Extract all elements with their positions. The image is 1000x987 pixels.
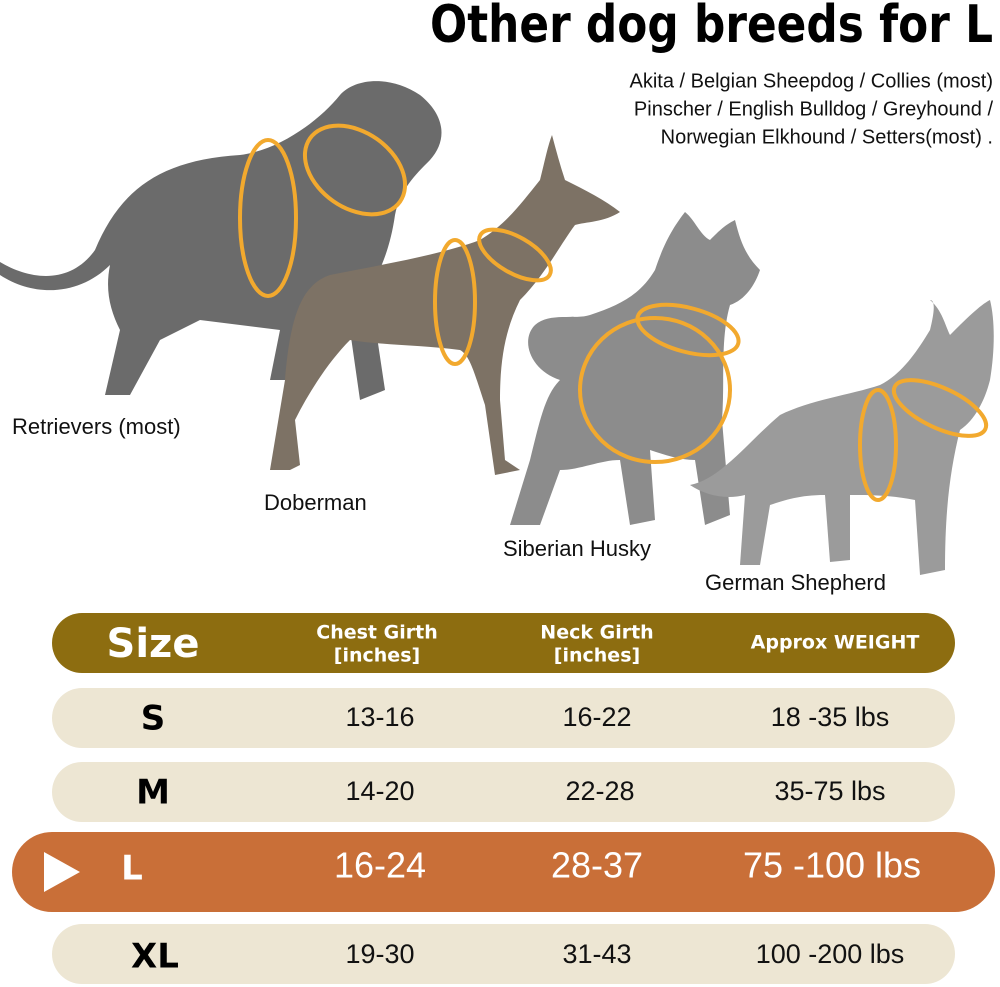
breed-line: Akita / Belgian Sheepdog / Collies (most… (629, 70, 993, 92)
header-cell: [inches] (554, 645, 640, 667)
title: Other dog breeds for L (430, 0, 993, 55)
size-cell: S (141, 699, 166, 739)
dog-label: Doberman (264, 490, 367, 515)
size-cell: XL (131, 937, 179, 977)
cell: 18 -35 lbs (771, 702, 890, 732)
cell: 75 -100 lbs (743, 845, 921, 886)
header-cell: Neck Girth (540, 622, 653, 644)
cell: 16-22 (562, 702, 631, 732)
pointer-triangle (44, 852, 80, 892)
cell: 100 -200 lbs (756, 939, 905, 969)
cell: 31-43 (562, 939, 631, 969)
chest-ring (238, 138, 298, 298)
size-cell: M (136, 773, 170, 813)
cell: 22-28 (565, 776, 634, 806)
cell: 16-24 (334, 845, 426, 886)
row (52, 924, 955, 984)
dog-label: Retrievers (most) (12, 414, 181, 439)
dog-label: German Shepherd (705, 570, 886, 595)
highlight-row (12, 832, 995, 912)
chest-ring (433, 238, 477, 366)
cell: 19-30 (345, 939, 414, 969)
dog-label: Siberian Husky (503, 536, 651, 561)
doberman-silhouette (270, 135, 620, 475)
retriever-silhouette (0, 81, 442, 401)
breed-line: Norwegian Elkhound / Setters(most) . (661, 126, 993, 148)
header-cell: [inches] (334, 645, 420, 667)
cell: 28-37 (551, 845, 643, 886)
header-bar (52, 613, 955, 673)
cell: 13-16 (345, 702, 414, 732)
header-cell: Chest Girth (316, 622, 437, 644)
header-cell: Size (107, 621, 200, 667)
cell: 35-75 lbs (774, 776, 885, 806)
shepherd-silhouette (690, 300, 994, 575)
neck-ring (477, 227, 553, 283)
chest-ring (578, 316, 732, 464)
breed-line: Pinscher / English Bulldog / Greyhound / (634, 98, 994, 120)
cell: 14-20 (345, 776, 414, 806)
neck-ring (635, 302, 741, 358)
neck-ring (891, 378, 989, 438)
husky-silhouette (510, 212, 760, 525)
row (52, 762, 955, 822)
chest-ring (858, 388, 898, 502)
size-cell: L (121, 849, 143, 889)
row (52, 688, 955, 748)
header-cell: Approx WEIGHT (751, 632, 920, 654)
neck-ring (302, 123, 408, 217)
